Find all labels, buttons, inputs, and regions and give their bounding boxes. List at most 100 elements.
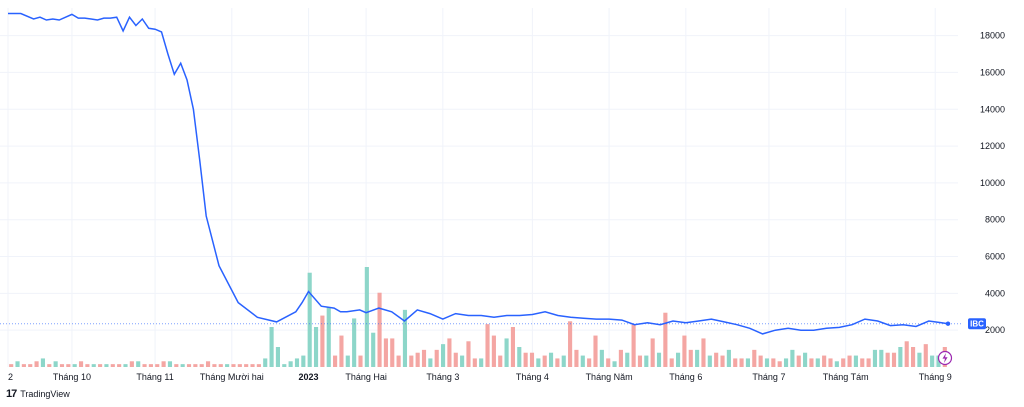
lightning-icon: [942, 353, 948, 363]
ticker-badge-box[interactable]: [968, 318, 986, 330]
volume-bar: [15, 361, 20, 367]
volume-bar: [364, 267, 369, 367]
volume-bar: [91, 364, 96, 367]
volume-bar: [333, 355, 338, 367]
volume-bar: [517, 347, 522, 367]
y-tick-label: 6000: [985, 252, 1005, 262]
volume-bar: [142, 364, 147, 367]
volume-bar: [441, 344, 446, 367]
volume-bar: [98, 364, 103, 367]
volume-bar: [714, 352, 719, 367]
volume-bar: [460, 355, 465, 367]
lightning-button[interactable]: [937, 350, 953, 366]
volume-bar: [618, 349, 623, 367]
volume-bar: [885, 352, 890, 367]
volume-bar: [148, 364, 153, 367]
x-tick-label: Tháng 9: [919, 372, 952, 382]
volume-bar: [78, 361, 84, 367]
volume-bar: [796, 355, 801, 367]
ticker-badge-label: IBC: [970, 320, 984, 329]
volume-bar: [206, 361, 211, 367]
price-line-series: [8, 12, 949, 335]
volume-bar: [739, 358, 744, 367]
volume-bar: [117, 364, 122, 367]
volume-bar: [917, 352, 922, 367]
volume-bar: [358, 355, 363, 367]
volume-bar: [110, 364, 115, 367]
volume-bar: [402, 309, 408, 367]
volume-bar: [396, 355, 401, 367]
volume-bar: [815, 358, 820, 367]
volume-bar: [707, 355, 712, 367]
volume-bar: [879, 349, 884, 367]
volume-bar: [872, 349, 878, 367]
volume-bar: [199, 364, 204, 367]
volume-bar: [701, 338, 706, 367]
volume-bar: [409, 355, 414, 367]
y-tick-label: 8000: [985, 215, 1005, 225]
tradingview-logo-icon: 17: [6, 388, 17, 400]
x-tick-label: Tháng Hai: [345, 372, 387, 382]
volume-bar: [548, 352, 554, 367]
volume-bar: [898, 347, 903, 367]
volume-bar: [853, 355, 858, 367]
volume-bar: [866, 358, 871, 367]
volume-bar: [186, 364, 192, 367]
volume-bar: [47, 364, 52, 367]
volume-bar: [193, 364, 198, 367]
tradingview-brand[interactable]: 17 TradingView: [6, 388, 70, 400]
volume-bar: [415, 352, 420, 367]
volume-bar: [72, 364, 77, 367]
volume-bar: [555, 358, 560, 367]
volume-bar: [803, 352, 808, 367]
volume-bar: [21, 364, 26, 367]
volume-bar: [428, 358, 433, 367]
volume-bar: [250, 364, 255, 367]
x-tick-label: Tháng Mười hai: [200, 372, 264, 382]
volume-bar: [498, 355, 503, 367]
volume-bar: [587, 358, 592, 367]
volume-bar: [923, 344, 928, 367]
volume-bar: [53, 361, 58, 367]
volume-bar: [136, 361, 141, 367]
volume-bar: [828, 358, 833, 367]
volume-bar: [529, 352, 535, 367]
y-tick-label: 14000: [980, 104, 1005, 114]
volume-bar: [688, 349, 693, 367]
volume-bar: [930, 355, 935, 367]
volume-bar: [167, 361, 173, 367]
volume-bar: [758, 355, 763, 367]
volume-bar: [783, 358, 789, 367]
volume-bar: [841, 358, 846, 367]
volume-bar: [726, 349, 731, 367]
volume-bar: [472, 358, 477, 367]
volume-bar: [447, 338, 452, 367]
x-tick-label: 2: [8, 372, 13, 382]
volume-bar: [510, 327, 515, 367]
tradingview-name: TradingView: [20, 389, 70, 399]
volume-bar: [790, 349, 795, 367]
volume-bar: [256, 364, 261, 367]
y-tick-label: 10000: [980, 178, 1005, 188]
volume-bar: [66, 364, 71, 367]
y-tick-label: 16000: [980, 67, 1005, 77]
volume-bar: [891, 352, 897, 367]
volume-bar: [466, 341, 471, 367]
volume-bar: [377, 292, 382, 367]
volume-bar: [650, 338, 655, 367]
volume-bar: [682, 335, 687, 367]
volume-bar: [695, 349, 700, 367]
volume-bar: [212, 364, 217, 367]
volume-bar: [656, 352, 662, 367]
ticker-badge[interactable]: IBC: [968, 318, 986, 330]
volume-bar: [904, 341, 909, 367]
x-tick-label: Tháng Tám: [823, 372, 869, 382]
y-tick-label: 18000: [980, 31, 1005, 41]
volume-bar: [561, 355, 566, 367]
x-tick-label: Tháng Năm: [586, 372, 633, 382]
volume-bar: [104, 364, 109, 367]
grid: [0, 8, 958, 367]
volume-bar: [644, 355, 649, 367]
volume-bar: [612, 361, 617, 367]
volume-bar: [294, 358, 300, 367]
